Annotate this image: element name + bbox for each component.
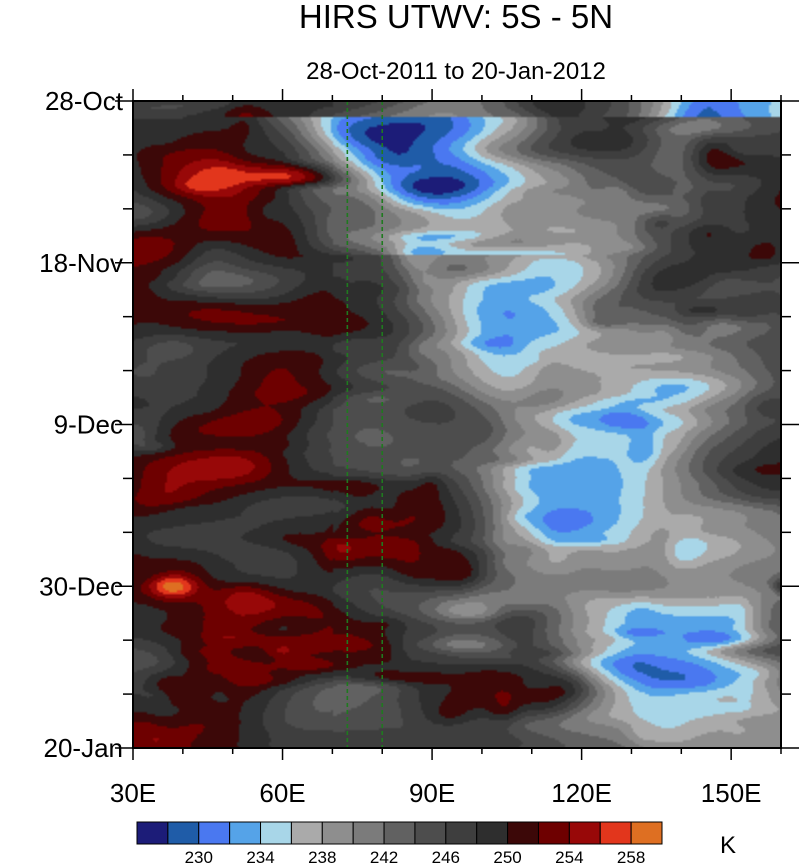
colorbar-swatch — [352, 821, 385, 845]
colorbar-label: 238 — [308, 848, 336, 863]
colorbar-swatch — [290, 821, 323, 845]
colorbar-swatch — [136, 821, 169, 845]
colorbar-label: 234 — [246, 848, 274, 863]
colorbar-swatch — [198, 821, 231, 845]
colorbar-swatch — [260, 821, 292, 845]
reference-lines — [346, 101, 384, 748]
colorbar-label: 250 — [493, 848, 521, 863]
x-tick-label: 30E — [110, 778, 156, 808]
colorbar-swatch — [321, 821, 354, 845]
contour-field — [133, 101, 781, 748]
x-tick-label: 150E — [701, 778, 762, 808]
colorbar-swatch — [476, 821, 509, 845]
x-tick-label: 90E — [409, 778, 455, 808]
colorbar-swatch — [445, 821, 478, 845]
colorbar-swatch — [414, 821, 447, 845]
colorbar-swatch — [229, 821, 262, 845]
colorbar-swatch — [167, 821, 200, 845]
x-tick-label: 60E — [259, 778, 305, 808]
y-tick-label: 20-Jan — [44, 733, 124, 763]
colorbar: 230 234 238 242 246 250 254 258 K — [136, 821, 736, 863]
chart-subtitle: 28-Oct-2011 to 20-Jan-2012 — [306, 58, 606, 85]
y-tick-label: 30-Dec — [39, 571, 123, 601]
plot-area — [133, 101, 781, 748]
colorbar-label: 230 — [185, 848, 213, 863]
colorbar-swatch — [507, 821, 539, 845]
colorbar-label: 258 — [617, 848, 645, 863]
y-tick-label: 9-Dec — [54, 410, 123, 440]
colorbar-label: 242 — [370, 848, 398, 863]
colorbar-swatch — [599, 821, 632, 845]
y-tick-label: 28-Oct — [45, 86, 124, 116]
colorbar-swatch — [568, 821, 601, 845]
colorbar-swatch — [383, 821, 416, 845]
colorbar-label: 254 — [555, 848, 583, 863]
y-axis: 28-Oct 18-Nov 9-Dec 30-Dec 20-Jan — [39, 86, 799, 763]
colorbar-units: K — [720, 832, 736, 859]
colorbar-swatch — [630, 821, 663, 845]
colorbar-label: 246 — [432, 848, 460, 863]
x-tick-label: 120E — [551, 778, 612, 808]
y-tick-label: 18-Nov — [39, 248, 123, 278]
x-axis: 30E 60E 90E 120E 150E — [110, 89, 782, 808]
chart-title: HIRS UTWV: 5S - 5N — [299, 0, 613, 35]
colorbar-swatch — [537, 821, 570, 845]
